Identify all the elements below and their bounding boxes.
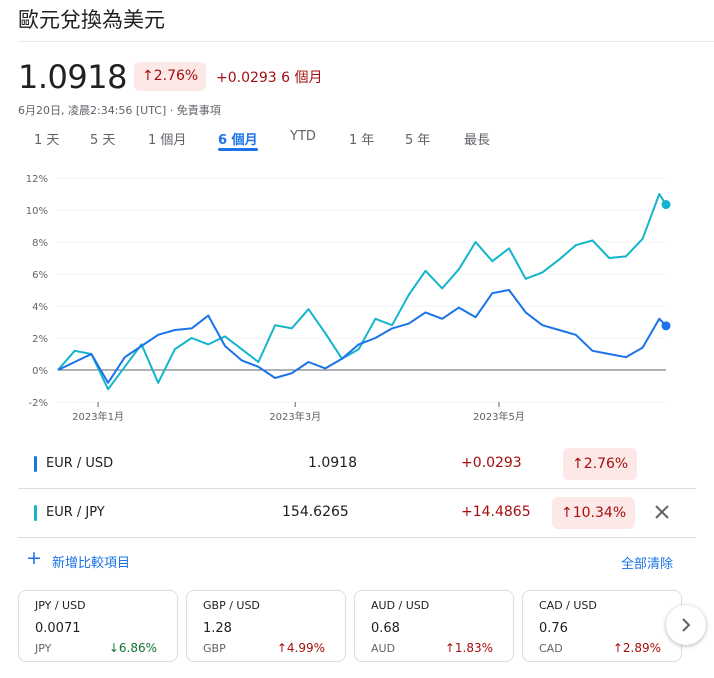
tab-1y[interactable]: 1 年 xyxy=(349,133,375,148)
comparison-pct-badge: ↑10.34% xyxy=(552,497,636,529)
card-change: ↑4.99% xyxy=(277,641,325,655)
currency-card-gbp-usd[interactable]: GBP / USD 1.28 GBP ↑4.99% xyxy=(186,590,346,662)
card-change-value: 1.83% xyxy=(454,641,493,655)
card-base-currency: GBP xyxy=(203,642,226,655)
comparison-row-eur-usd[interactable]: EUR / USD 1.0918 +0.0293 ↑2.76% xyxy=(18,440,696,488)
comparison-pct-value: 10.34% xyxy=(572,505,627,521)
row-divider xyxy=(18,537,696,538)
comparison-pair-name: EUR / JPY xyxy=(46,505,105,520)
x-tick-label: 2023年5月 xyxy=(473,410,525,423)
currency-card-aud-usd[interactable]: AUD / USD 0.68 AUD ↑1.83% xyxy=(354,590,514,662)
card-pair: CAD / USD xyxy=(539,599,597,612)
comparison-price: 154.6265 xyxy=(282,504,349,520)
y-tick-label: 4% xyxy=(32,302,48,313)
comparison-row-eur-jpy[interactable]: EUR / JPY 154.6265 +14.4865 ↑10.34% xyxy=(18,489,696,537)
tab-ytd[interactable]: YTD xyxy=(290,129,316,144)
title-divider xyxy=(18,41,714,42)
card-value: 1.28 xyxy=(203,621,232,636)
page-title: 歐元兌換為美元 xyxy=(18,8,165,32)
comparison-pair-name: EUR / USD xyxy=(46,456,114,471)
y-tick-label: 0% xyxy=(32,366,48,377)
series-line-eur-usd xyxy=(57,289,667,384)
arrow-up-icon: ↑ xyxy=(561,505,573,521)
card-pair: AUD / USD xyxy=(371,599,430,612)
card-base-currency: CAD xyxy=(539,642,563,655)
comparison-pct-value: 2.76% xyxy=(583,456,629,472)
comparison-abs-change: +14.4865 xyxy=(461,504,531,520)
card-pair: GBP / USD xyxy=(203,599,260,612)
y-tick-label: 10% xyxy=(26,206,48,217)
y-tick-label: 12% xyxy=(26,174,48,185)
y-tick-label: 8% xyxy=(32,238,48,249)
clear-all-button[interactable]: 全部清除 xyxy=(621,557,674,572)
add-comparison-label: 新增比較項目 xyxy=(52,556,131,571)
x-tick-label: 2023年3月 xyxy=(269,410,321,423)
plus-icon: + xyxy=(26,547,42,569)
card-change: ↓6.86% xyxy=(109,641,157,655)
card-pair: JPY / USD xyxy=(35,599,86,612)
close-icon xyxy=(655,505,669,519)
x-tick-label: 2023年1月 xyxy=(72,410,124,423)
card-change: ↑1.83% xyxy=(445,641,493,655)
arrow-up-icon: ↑ xyxy=(276,641,287,655)
price-chart[interactable]: 12% 10% 8% 6% 4% 2% 0% -2% 2023年1月 2023年3月 2023年5… xyxy=(0,166,714,438)
arrow-down-icon: ↓ xyxy=(108,641,119,655)
remove-comparison-button[interactable] xyxy=(650,500,674,524)
y-tick-label: 6% xyxy=(32,270,48,281)
percent-change-value: 2.76% xyxy=(153,68,199,84)
y-tick-label: 2% xyxy=(32,334,48,345)
series-color-marker xyxy=(34,456,37,472)
card-change-value: 2.89% xyxy=(622,641,661,655)
series-color-marker xyxy=(34,505,37,521)
chevron-right-icon xyxy=(682,618,691,632)
series-end-point xyxy=(661,200,671,210)
comparison-price: 1.0918 xyxy=(308,455,357,471)
tab-6m[interactable]: 6 個月 xyxy=(218,129,258,151)
currency-card-jpy-usd[interactable]: JPY / USD 0.0071 JPY ↓6.86% xyxy=(18,590,178,662)
tab-1m[interactable]: 1 個月 xyxy=(148,133,187,148)
timestamp-disclaimer: 6月20日, 凌晨2:34:56 [UTC] · 免責事項 xyxy=(18,104,221,117)
card-change-value: 4.99% xyxy=(286,641,325,655)
series-line-eur-jpy xyxy=(57,193,667,391)
absolute-change: +0.0293 6 個月 xyxy=(216,70,323,86)
card-value: 0.76 xyxy=(539,621,568,636)
tab-max[interactable]: 最長 xyxy=(464,133,491,148)
currency-card-cad-usd[interactable]: CAD / USD 0.76 CAD ↑2.89% xyxy=(522,590,682,662)
card-change: ↑2.89% xyxy=(613,641,661,655)
series-end-point xyxy=(661,321,671,331)
percent-change-badge: ↑2.76% xyxy=(134,62,207,91)
tab-5d[interactable]: 5 天 xyxy=(90,133,116,148)
y-tick-label: -2% xyxy=(29,398,48,409)
arrow-up-icon: ↑ xyxy=(572,456,584,472)
arrow-up-icon: ↑ xyxy=(444,641,455,655)
row-divider xyxy=(18,488,696,489)
tab-5y[interactable]: 5 年 xyxy=(405,133,431,148)
comparison-pct-badge: ↑2.76% xyxy=(563,448,638,480)
card-value: 0.0071 xyxy=(35,621,81,636)
arrow-up-icon: ↑ xyxy=(612,641,623,655)
next-cards-button[interactable] xyxy=(666,605,706,645)
arrow-up-icon: ↑ xyxy=(142,68,154,84)
card-change-value: 6.86% xyxy=(118,641,157,655)
card-value: 0.68 xyxy=(371,621,400,636)
current-price: 1.0918 xyxy=(18,58,127,96)
comparison-abs-change: +0.0293 xyxy=(461,455,522,471)
card-base-currency: JPY xyxy=(35,642,52,655)
card-base-currency: AUD xyxy=(371,642,396,655)
tab-1d[interactable]: 1 天 xyxy=(34,133,60,148)
